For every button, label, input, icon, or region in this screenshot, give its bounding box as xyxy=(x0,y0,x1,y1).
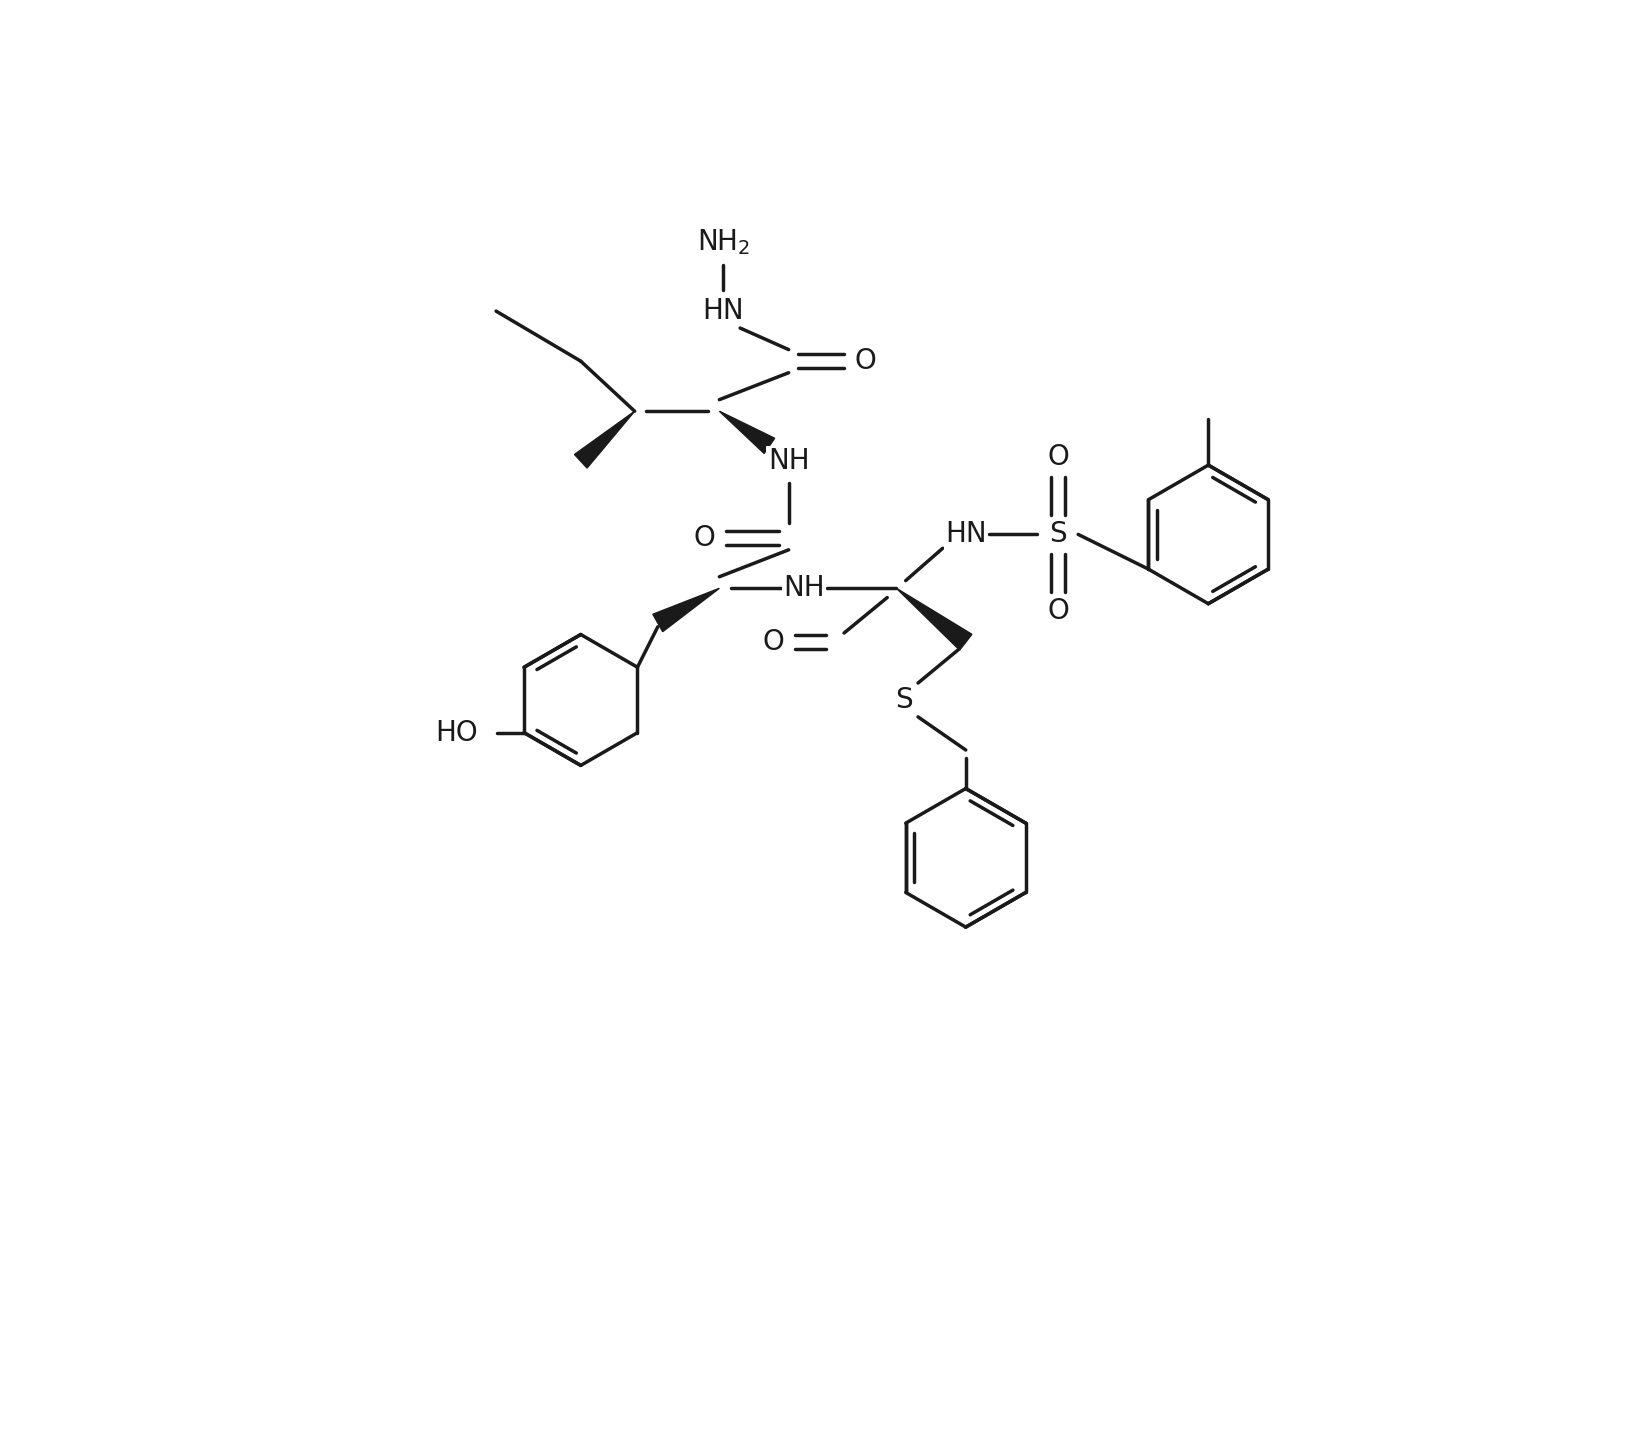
Text: S: S xyxy=(1049,520,1067,549)
Text: HO: HO xyxy=(436,719,478,747)
Text: NH: NH xyxy=(784,575,824,602)
Text: O: O xyxy=(855,347,876,375)
Text: HN: HN xyxy=(702,297,745,325)
Text: O: O xyxy=(1047,443,1068,471)
Text: NH$_2$: NH$_2$ xyxy=(696,227,750,257)
Polygon shape xyxy=(719,412,774,453)
Text: O: O xyxy=(1047,598,1068,625)
Text: O: O xyxy=(693,524,715,552)
Text: S: S xyxy=(896,686,912,713)
Polygon shape xyxy=(574,412,634,468)
Polygon shape xyxy=(654,588,719,631)
Text: HN: HN xyxy=(945,520,987,549)
Text: NH: NH xyxy=(767,448,810,475)
Polygon shape xyxy=(896,588,972,650)
Text: O: O xyxy=(763,628,784,656)
